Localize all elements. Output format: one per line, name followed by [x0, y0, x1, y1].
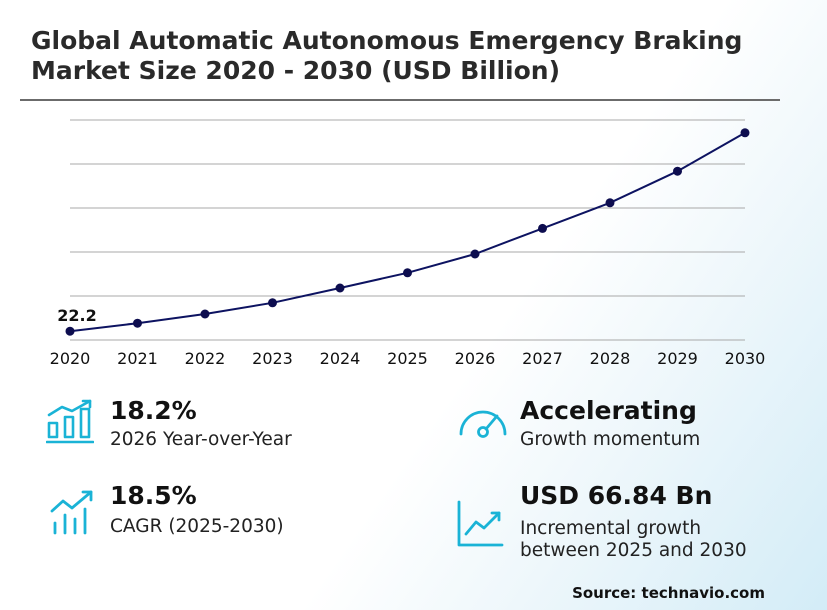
stat-yoy-value: 18.2%: [110, 396, 197, 425]
stat-yoy: 18.2% 2026 Year-over-Year: [110, 397, 292, 451]
x-tick-label: 2025: [387, 349, 428, 368]
x-tick-label: 2023: [252, 349, 293, 368]
x-tick-label: 2021: [117, 349, 158, 368]
x-tick-label: 2027: [522, 349, 563, 368]
x-tick-label: 2024: [320, 349, 361, 368]
data-labels: 22.2: [57, 306, 96, 325]
x-axis-ticks: 2020 2021 2022 2023 2024 2025 2026 2027 2028 2029…: [50, 349, 766, 368]
data-point: [673, 166, 682, 176]
stat-incremental: USD 66.84 Bn Incremental growth between …: [520, 482, 747, 562]
data-point: [538, 223, 547, 233]
data-points: [65, 128, 750, 336]
stat-momentum: Accelerating Growth momentum: [520, 397, 700, 451]
data-point: [335, 283, 345, 293]
data-label: 22.2: [57, 306, 96, 325]
line-chart-icon: [457, 500, 504, 547]
stat-momentum-value: Accelerating: [520, 396, 697, 425]
x-tick-label: 2020: [50, 349, 91, 368]
stat-momentum-label: Growth momentum: [520, 429, 701, 450]
title-line-1: Global Automatic Autonomous Emergency Br…: [31, 26, 743, 55]
stat-cagr-value: 18.5%: [110, 481, 197, 510]
stat-incremental-value: USD 66.84 Bn: [520, 481, 713, 510]
title-line-2: Market Size 2020 - 2030 (USD Billion): [31, 56, 560, 85]
x-tick-label: 2022: [185, 349, 226, 368]
data-point: [133, 318, 142, 328]
stat-cagr: 18.5% CAGR (2025-2030): [110, 482, 284, 538]
data-point: [605, 198, 615, 208]
source-note: Source: technavio.com: [572, 584, 765, 602]
data-point: [200, 309, 210, 319]
x-tick-label: 2029: [657, 349, 698, 368]
gauge-icon: [459, 410, 507, 438]
x-tick-label: 2030: [725, 349, 766, 368]
series-line: [69, 131, 746, 333]
x-tick-label: 2026: [455, 349, 496, 368]
stat-yoy-label: 2026 Year-over-Year: [110, 429, 292, 450]
line-chart: 2020 2021 2022 2023 2024 2025 2026 2027 2028 2029…: [50, 119, 766, 368]
trend-bars-icon: [50, 490, 93, 535]
stat-cagr-label: CAGR (2025-2030): [110, 516, 284, 537]
x-tick-label: 2028: [590, 349, 631, 368]
data-point: [403, 268, 412, 278]
chart-title: Global Automatic Autonomous Emergency Br…: [31, 26, 821, 86]
data-point: [268, 298, 277, 308]
grid-lines: [70, 119, 745, 341]
data-point: [470, 249, 480, 259]
bar-growth-icon: [46, 399, 94, 444]
stat-incremental-label-1: Incremental growth: [520, 518, 702, 539]
title-divider: [20, 99, 780, 101]
data-point: [65, 326, 75, 336]
stat-incremental-label-2: between 2025 and 2030: [520, 540, 747, 561]
data-point: [740, 128, 750, 138]
